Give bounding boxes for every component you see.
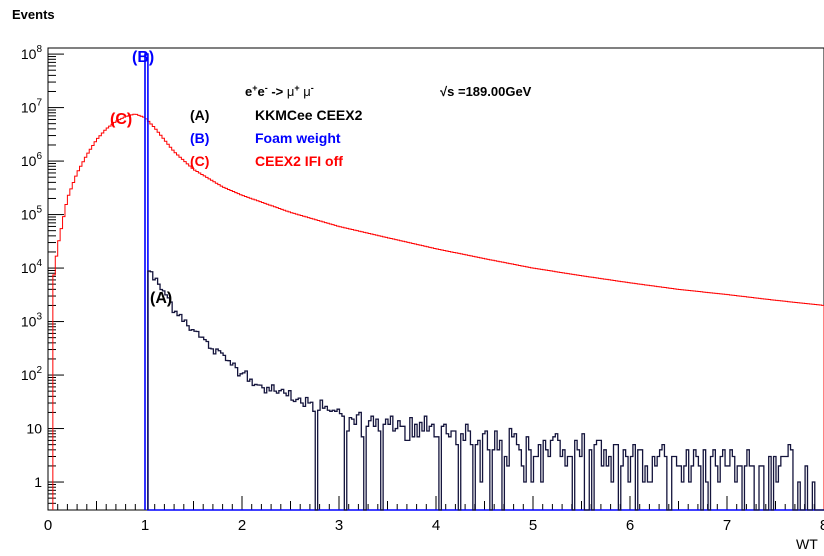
y-tick-label: 103 [21, 312, 43, 330]
process-label: e+e- -> μ+ μ- [245, 83, 314, 99]
legend-name-b: Foam weight [255, 130, 341, 146]
y-tick-label: 10 [26, 421, 42, 437]
x-tick-label: 8 [820, 517, 824, 534]
series-b-group [144, 53, 824, 511]
legend: (A) KKMCee CEEX2 (B) Foam weight (C) CEE… [190, 107, 363, 169]
energy-label: √s =189.00GeV [440, 84, 532, 99]
x-tick-label: 6 [626, 517, 634, 534]
series-c-group [52, 113, 824, 510]
x-tick-label: 4 [432, 517, 440, 534]
y-tick-label: 108 [21, 44, 43, 62]
legend-tag-c: (C) [190, 153, 209, 169]
legend-name-c: CEEX2 IFI off [255, 153, 343, 169]
y-tick-label: 102 [21, 365, 43, 383]
legend-tag-b: (B) [190, 130, 209, 146]
annotation-a: (A) [150, 290, 172, 307]
x-tick-label: 0 [44, 517, 52, 534]
legend-tag-a: (A) [190, 107, 209, 123]
y-axis-label: Events [12, 7, 55, 22]
x-tick-label: 2 [238, 517, 246, 534]
x-tick-label: 1 [141, 517, 149, 534]
y-tick-label: 107 [21, 98, 43, 116]
x-tick-label: 7 [723, 517, 731, 534]
y-tick-label: 104 [21, 258, 43, 276]
legend-name-a: KKMCee CEEX2 [255, 107, 363, 123]
annotation-c: (C) [110, 111, 132, 128]
axis-ticks [47, 53, 824, 511]
y-tick-label: 1 [34, 474, 42, 490]
series-c-histogram [52, 113, 824, 510]
annotation-b: (B) [132, 49, 154, 66]
x-axis-label: WT [796, 536, 818, 552]
y-tick-label: 105 [21, 205, 43, 223]
x-tick-label: 5 [529, 517, 537, 534]
series-a-histogram [147, 270, 824, 511]
series-a-group [147, 270, 824, 511]
series-b-histogram [144, 53, 824, 511]
x-tick-label: 3 [335, 517, 343, 534]
x-tick-labels: 0 1 2 3 4 5 6 7 8 [44, 517, 824, 534]
y-tick-label: 106 [21, 151, 43, 169]
